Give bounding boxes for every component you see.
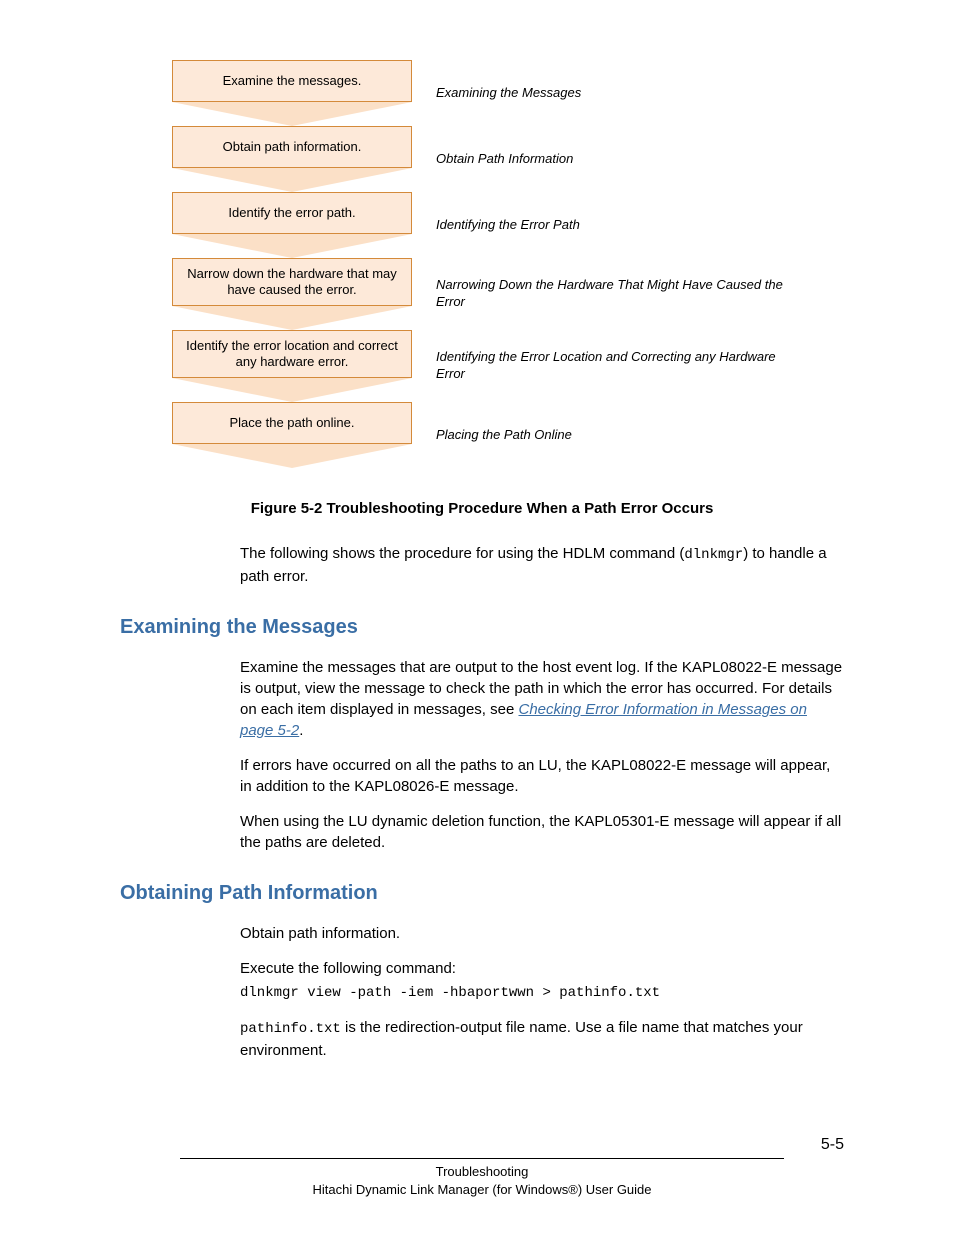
footer-doc-title: Hitachi Dynamic Link Manager (for Window… <box>180 1181 784 1199</box>
flow-arrow-icon <box>172 444 412 468</box>
heading-examining: Examining the Messages <box>120 613 844 641</box>
obtaining-p3-code: pathinfo.txt <box>240 1021 341 1037</box>
intro-code: dlnkmgr <box>684 547 743 563</box>
page-footer: Troubleshooting Hitachi Dynamic Link Man… <box>120 1158 844 1199</box>
block-examining: Examine the messages that are output to … <box>240 657 844 853</box>
flow-arrow-icon <box>172 306 412 330</box>
intro-paragraph: The following shows the procedure for us… <box>240 543 844 587</box>
flow-step-box: Narrow down the hardware that may have c… <box>172 258 412 306</box>
flow-arrow-icon <box>172 168 412 192</box>
flow-step-box: Obtain path information. <box>172 126 412 168</box>
heading-obtaining: Obtaining Path Information <box>120 879 844 907</box>
flow-step-box: Identify the error path. <box>172 192 412 234</box>
flow-step-label: Identifying the Error Location and Corre… <box>436 349 792 383</box>
flow-step-label: Placing the Path Online <box>436 427 792 444</box>
footer-section: Troubleshooting <box>180 1163 784 1181</box>
flow-step-label: Narrowing Down the Hardware That Might H… <box>436 277 792 311</box>
examining-p2: If errors have occurred on all the paths… <box>240 755 844 797</box>
flow-step-box: Identify the error location and correct … <box>172 330 412 378</box>
examining-p1-post: . <box>299 722 303 739</box>
figure-caption: Figure 5-2 Troubleshooting Procedure Whe… <box>120 498 844 519</box>
flow-step-box: Place the path online. <box>172 402 412 444</box>
flow-step-label: Examining the Messages <box>436 85 792 102</box>
flow-step-label: Identifying the Error Path <box>436 217 792 234</box>
flowchart: Examine the messages. Examining the Messa… <box>172 60 792 468</box>
obtaining-p1: Obtain path information. <box>240 923 844 944</box>
flow-step-box: Examine the messages. <box>172 60 412 102</box>
block-obtaining: Obtain path information. Execute the fol… <box>240 923 844 1061</box>
flow-arrow-icon <box>172 378 412 402</box>
footer-page-number: 5-5 <box>784 1134 844 1156</box>
flow-arrow-icon <box>172 234 412 258</box>
flow-step-label: Obtain Path Information <box>436 151 792 168</box>
examining-p3: When using the LU dynamic deletion funct… <box>240 811 844 853</box>
intro-pre: The following shows the procedure for us… <box>240 545 684 562</box>
flow-arrow-icon <box>172 102 412 126</box>
obtaining-cmd: dlnkmgr view -path -iem -hbaportwwn > pa… <box>240 985 660 1001</box>
obtaining-p2: Execute the following command: <box>240 958 844 979</box>
